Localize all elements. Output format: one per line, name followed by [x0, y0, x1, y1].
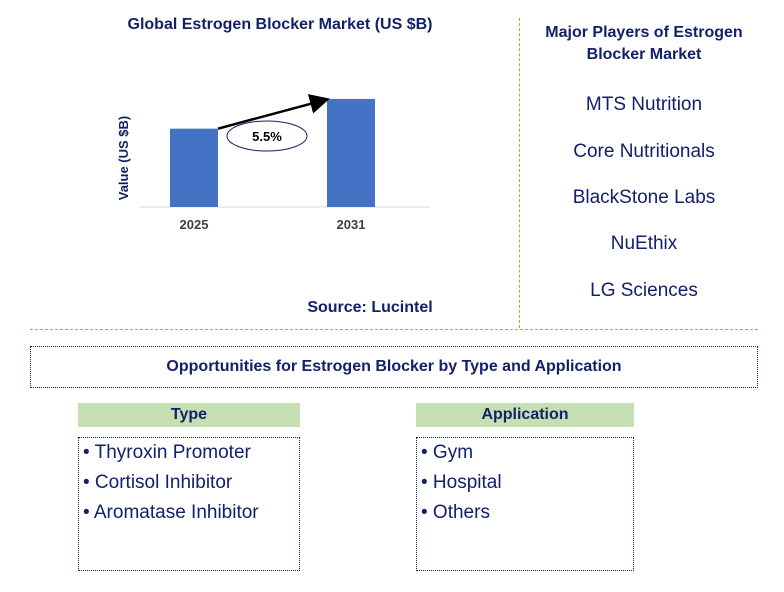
- type-header-text: Type: [170, 406, 208, 423]
- player-item: NuEthix: [610, 233, 678, 254]
- y-axis-label: Value (US $B): [116, 116, 131, 201]
- type-list: • Thyroxin Promoter • Cortisol Inhibitor…: [78, 437, 300, 571]
- cagr-label: 5.5%: [252, 129, 282, 144]
- application-header-text: Application: [481, 406, 569, 423]
- bar-chart: Value (US $B) 2025 2031 5.5%: [116, 94, 430, 232]
- cagr-ellipse: [226, 120, 308, 152]
- application-item: • Gym: [421, 442, 474, 463]
- horizontal-divider: [30, 329, 758, 330]
- vertical-divider: [519, 18, 520, 328]
- player-item: MTS Nutrition: [585, 94, 703, 115]
- x-tick-label: 2031: [337, 217, 366, 232]
- type-item: • Thyroxin Promoter: [83, 442, 251, 463]
- opportunities-title-text: Opportunities for Estrogen Blocker by Ty…: [166, 358, 622, 375]
- type-item: • Cortisol Inhibitor: [83, 472, 233, 493]
- application-item: • Hospital: [421, 472, 502, 493]
- x-tick-label: 2025: [180, 217, 209, 232]
- application-header: Application: [416, 403, 634, 427]
- bar-2025: [170, 128, 218, 207]
- players-title: Major Players of Estrogen Blocker Market: [545, 24, 743, 63]
- type-item: • Aromatase Inhibitor: [83, 502, 259, 523]
- source-label: Source: Lucintel: [307, 299, 433, 316]
- chart-title: Global Estrogen Blocker Market (US $B): [127, 16, 433, 33]
- player-item: LG Sciences: [590, 280, 698, 301]
- player-item: Core Nutritionals: [573, 141, 715, 162]
- application-list: • Gym • Hospital • Others: [416, 437, 634, 571]
- application-item: • Others: [421, 502, 490, 523]
- opportunities-title: Opportunities for Estrogen Blocker by Ty…: [30, 346, 758, 388]
- growth-arrow: [217, 94, 330, 130]
- bar-2031: [327, 98, 375, 207]
- type-header: Type: [78, 403, 300, 427]
- player-item: BlackStone Labs: [572, 187, 716, 208]
